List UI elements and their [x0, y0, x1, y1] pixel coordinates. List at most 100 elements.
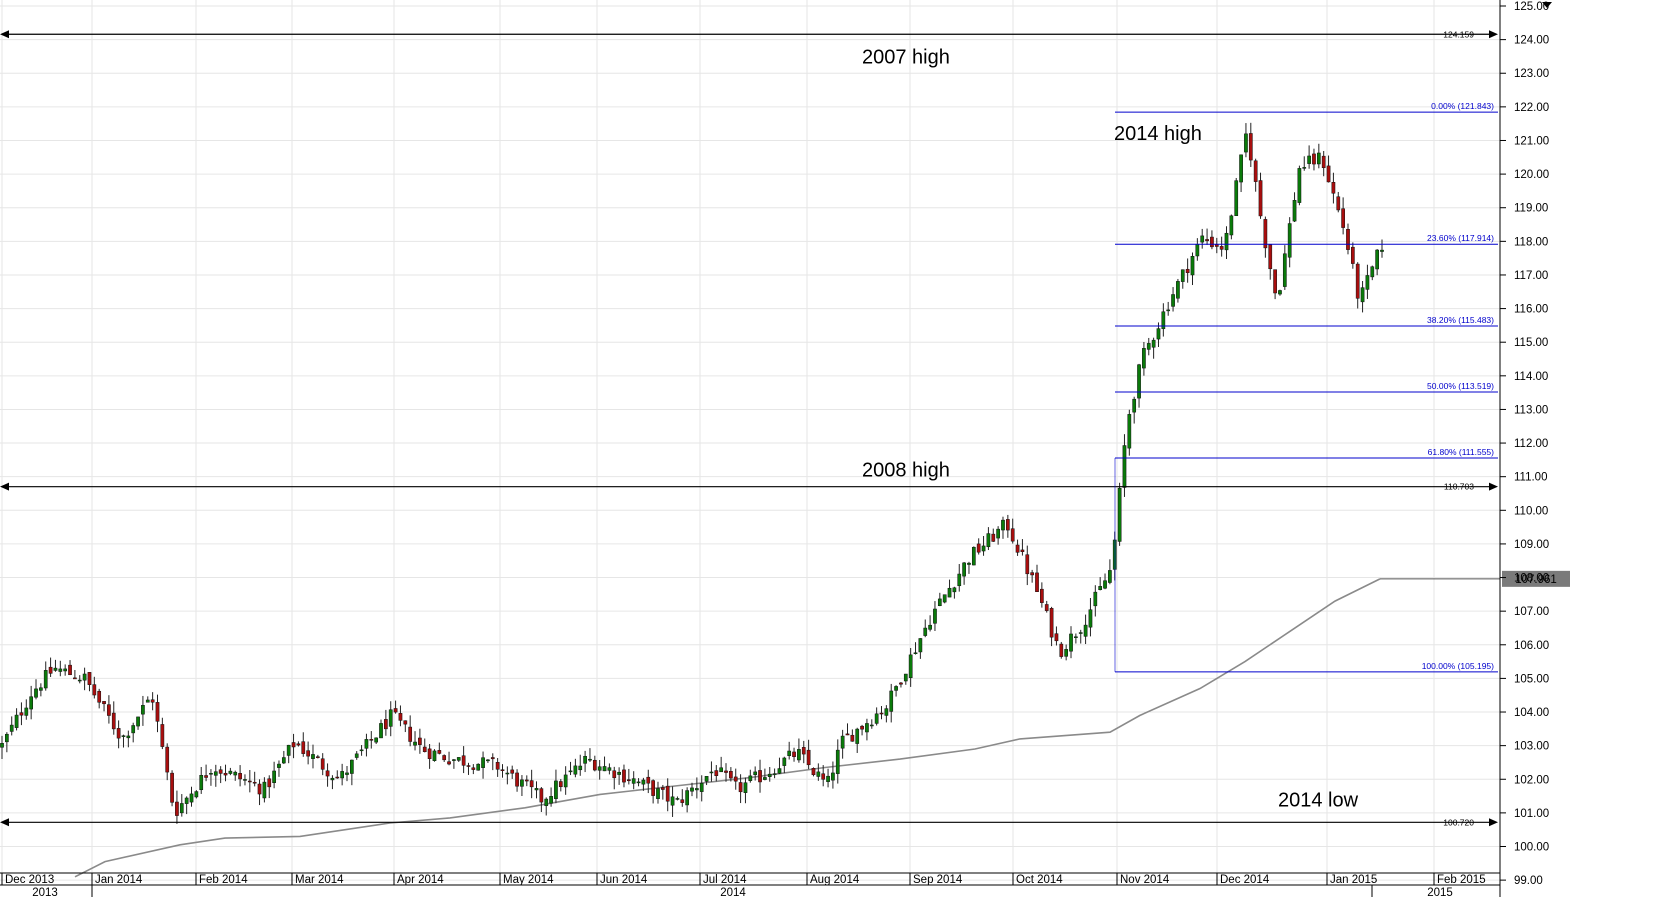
candle-body [223, 772, 228, 776]
candle-body [869, 724, 874, 727]
candle-body [320, 758, 325, 770]
candle-body [617, 771, 621, 775]
candle-body [364, 739, 369, 749]
x-tick-label: Dec 2013 [5, 874, 54, 886]
y-tick-label: 102.00 [1514, 774, 1549, 786]
candle-body [1341, 208, 1345, 228]
candle-body [461, 755, 466, 766]
candle-body [252, 781, 257, 784]
candle-body [1360, 287, 1365, 303]
candle-body [1273, 269, 1277, 294]
candle-body [981, 545, 986, 552]
candle-body [160, 724, 165, 747]
candle-body [1195, 244, 1200, 257]
candle-body [558, 781, 563, 788]
candle-body [831, 772, 835, 781]
candle-body [797, 749, 801, 761]
y-tick-label: 112.00 [1514, 438, 1548, 450]
candle-body [529, 780, 534, 788]
candle-body [5, 733, 9, 743]
candle-body [801, 747, 806, 755]
candle-body [855, 728, 860, 744]
candle-body [1151, 339, 1156, 348]
candle-body [350, 759, 354, 774]
candle-body [986, 533, 991, 548]
y-tick-label: 99.00 [1514, 875, 1543, 887]
y-tick-label: 116.00 [1514, 304, 1548, 316]
candle-body [1054, 633, 1059, 642]
candle-body [899, 682, 903, 685]
candle-body [1200, 235, 1205, 243]
candle-body [971, 546, 976, 566]
candle-body [1103, 580, 1107, 589]
y-tick-label: 114.00 [1514, 371, 1548, 383]
candle-body [340, 771, 344, 779]
annotation-label: 2014 high [1114, 123, 1202, 145]
candle-body [636, 781, 641, 784]
candle-body [777, 768, 782, 774]
candle-body [359, 749, 364, 752]
candle-body [670, 796, 675, 806]
candle-body [660, 787, 665, 790]
candle-body [374, 737, 379, 743]
candle-body [500, 769, 505, 771]
candle-body [592, 759, 597, 771]
candle-body [1190, 256, 1195, 276]
x-tick-label: Feb 2015 [1437, 874, 1486, 886]
candle-body [947, 587, 952, 598]
candle-body [286, 744, 291, 756]
candle-body [1156, 328, 1161, 340]
candle-body [141, 705, 145, 715]
candle-body [315, 756, 320, 758]
candle-body [996, 528, 1000, 539]
candle-body [879, 712, 884, 715]
fib-label: 38.20% (115.483) [1427, 315, 1494, 325]
candle-body [456, 757, 461, 761]
candle-body [738, 782, 743, 793]
fib-label: 50.00% (113.519) [1427, 381, 1494, 391]
candle-body [743, 782, 748, 793]
candle-body [1142, 348, 1146, 369]
candle-body [345, 772, 349, 775]
candle-body [1185, 268, 1190, 274]
fib-label: 0.00% (121.843) [1431, 101, 1494, 111]
level-arrow-right [1489, 30, 1498, 39]
candle-body [631, 778, 636, 784]
y-tick-label: 101.00 [1514, 808, 1549, 820]
candle-body [291, 742, 296, 748]
candle-body [597, 766, 602, 771]
candle-body [850, 734, 855, 742]
candle-body [97, 690, 102, 703]
candle-body [1307, 155, 1311, 164]
candle-body [481, 757, 485, 768]
candle-body [1078, 632, 1083, 634]
y-tick-label: 103.00 [1514, 741, 1549, 753]
candle-body [0, 743, 4, 748]
candle-body [1321, 155, 1326, 169]
candle-body [1166, 309, 1171, 312]
annotations: 2007 high 2008 high 2014 low 2014 high [862, 46, 1359, 811]
candle-body [1030, 572, 1034, 576]
x-tick-label: Dec 2014 [1220, 874, 1270, 886]
candle-body [413, 741, 417, 746]
candle-body [1015, 544, 1020, 553]
candle-body [432, 750, 437, 761]
candle-body [772, 773, 777, 775]
candle-body [1282, 253, 1287, 287]
candle-body [1171, 294, 1175, 307]
candle-body [39, 687, 43, 691]
year-label: 2015 [1427, 887, 1453, 897]
candle-body [48, 666, 53, 674]
candle-body [1380, 249, 1384, 252]
candle-body [335, 776, 340, 779]
candle-body [913, 652, 918, 654]
candle-body [554, 780, 558, 799]
candle-body [928, 624, 932, 630]
candle-body [1108, 570, 1112, 583]
candle-body [1297, 168, 1302, 203]
candle-body [1049, 608, 1054, 638]
y-tick-label: 120.00 [1514, 169, 1549, 181]
candle-body [388, 709, 393, 727]
